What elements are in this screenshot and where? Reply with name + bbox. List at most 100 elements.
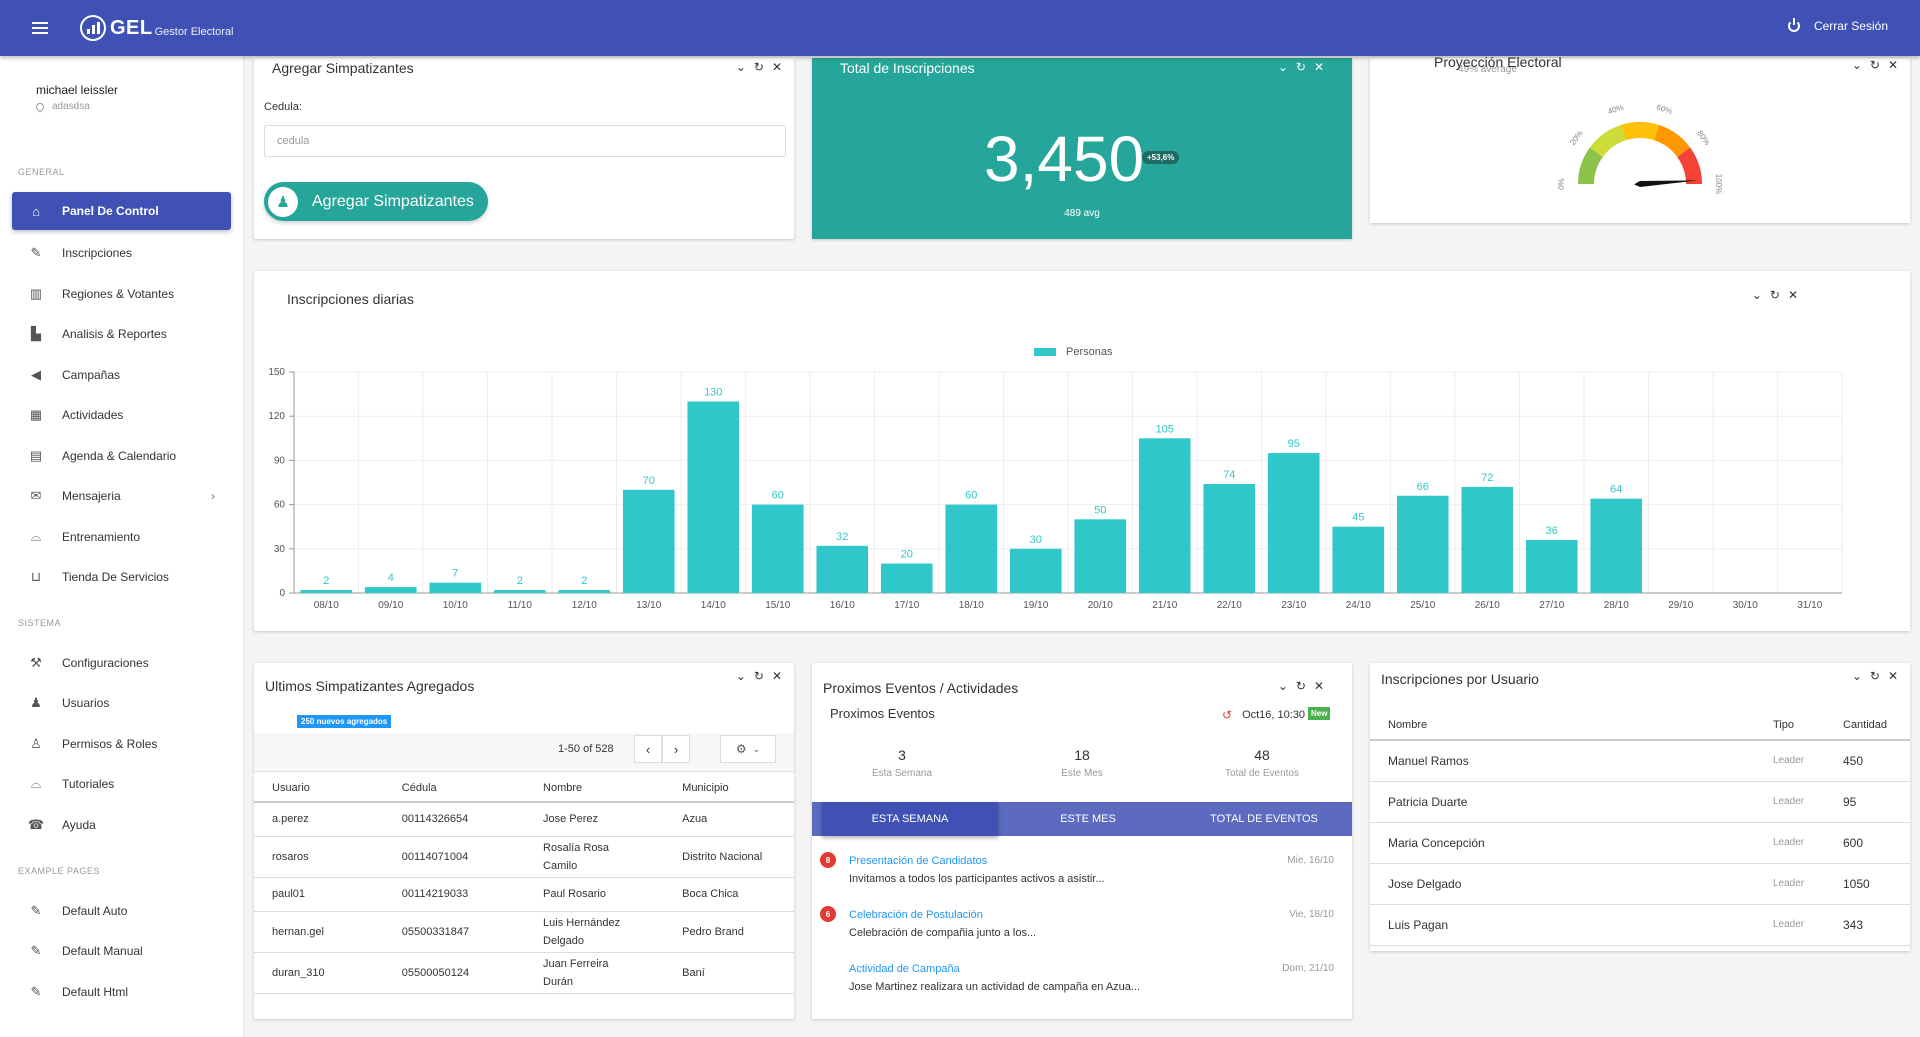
- x-tick-label: 13/10: [636, 600, 661, 611]
- cedula-input[interactable]: [264, 125, 786, 157]
- table-row[interactable]: Maria Concepción Leader 600: [1370, 822, 1910, 864]
- chevron-down-icon[interactable]: ⌄: [1751, 288, 1762, 302]
- bar-14-10[interactable]: [687, 401, 740, 593]
- bar-22-10[interactable]: [1203, 483, 1256, 593]
- sidebar-item-tienda[interactable]: ⊔ Tienda De Servicios: [12, 558, 231, 596]
- add-supporter-button[interactable]: ♟ Agregar Simpatizantes: [264, 182, 488, 221]
- close-icon[interactable]: ✕: [1887, 669, 1898, 683]
- bar-18-10[interactable]: [945, 504, 998, 593]
- bar-21-10[interactable]: [1138, 438, 1191, 593]
- sidebar-item-configuraciones[interactable]: ⚒ Configuraciones: [12, 644, 231, 682]
- event-title[interactable]: Celebración de Postulación: [849, 909, 983, 921]
- bar-19-10[interactable]: [1009, 548, 1062, 593]
- sidebar-item-default-html[interactable]: ✎ Default Html: [12, 973, 231, 1011]
- table-row[interactable]: Patricia Duarte Leader 95: [1370, 781, 1910, 823]
- sidebar-item-permisos[interactable]: ♙ Permisos & Roles: [12, 725, 231, 763]
- app-logo[interactable]: GEL Gestor Electoral: [80, 15, 234, 41]
- tab-este-mes[interactable]: ESTE MES: [1060, 813, 1116, 825]
- close-icon[interactable]: ✕: [771, 669, 782, 683]
- close-icon[interactable]: ✕: [1887, 58, 1898, 72]
- column-header[interactable]: Municipio: [664, 771, 794, 803]
- refresh-icon[interactable]: ↻: [753, 60, 764, 74]
- column-header[interactable]: Tipo: [1755, 703, 1825, 741]
- tab-esta-semana[interactable]: ESTA SEMANA: [822, 802, 998, 836]
- refresh-icon[interactable]: ↻: [1295, 679, 1306, 693]
- chevron-down-icon[interactable]: ⌄: [1851, 669, 1862, 683]
- bar-26-10[interactable]: [1461, 486, 1514, 593]
- close-icon[interactable]: ✕: [1313, 679, 1324, 693]
- bar-11-10[interactable]: [493, 590, 546, 593]
- column-header[interactable]: Usuario: [254, 771, 384, 803]
- table-row[interactable]: Luis Pagan Leader 343: [1370, 904, 1910, 946]
- event-title[interactable]: Actividad de Campaña: [849, 963, 960, 975]
- bar-17-10[interactable]: [880, 563, 933, 593]
- logout-button[interactable]: Cerrar Sesión: [1787, 18, 1888, 33]
- settings-dropdown-button[interactable]: ⚙ ⌄: [720, 735, 776, 763]
- sidebar-item-default-manual[interactable]: ✎ Default Manual: [12, 932, 231, 970]
- bar-10-10[interactable]: [429, 582, 482, 593]
- sidebar-item-campanas[interactable]: ◀ Campañas: [12, 356, 231, 394]
- bar-25-10[interactable]: [1396, 495, 1449, 593]
- event-item[interactable]: 6 Celebración de Postulación Celebración…: [812, 902, 1352, 946]
- bar-27-10[interactable]: [1525, 539, 1578, 593]
- column-header[interactable]: Nombre: [1370, 703, 1755, 741]
- refresh-icon[interactable]: ↻: [1769, 288, 1780, 302]
- column-header[interactable]: Cédula: [383, 771, 526, 803]
- table-row[interactable]: hernan.gel 05500331847 Luis Hernández Delg…: [254, 911, 794, 953]
- bar-28-10[interactable]: [1590, 498, 1643, 593]
- chevron-down-icon[interactable]: ⌄: [1277, 679, 1288, 693]
- table-row[interactable]: Manuel Ramos Leader 450: [1370, 740, 1910, 782]
- location-pin-icon: [34, 100, 46, 113]
- event-title[interactable]: Presentación de Candidatos: [849, 855, 988, 867]
- sidebar-item-tutoriales[interactable]: ⌓ Tutoriales: [12, 765, 231, 803]
- table-row[interactable]: a.perez 00114326654 Jose Perez Azua: [254, 802, 794, 837]
- table-row[interactable]: paul01 00114219033 Paul Rosario Boca Chica: [254, 877, 794, 912]
- column-header[interactable]: Cantidad: [1825, 703, 1910, 741]
- event-item[interactable]: 8 Presentación de Candidatos Invitamos a…: [812, 848, 1352, 892]
- table-row[interactable]: duran_310 05500050124 Juan Ferreira Durán B…: [254, 952, 794, 994]
- sidebar-item-usuarios[interactable]: ♟ Usuarios: [12, 684, 231, 722]
- chevron-down-icon[interactable]: ⌄: [1277, 60, 1288, 74]
- sidebar-item-ayuda[interactable]: ☎ Ayuda: [12, 806, 231, 844]
- column-header[interactable]: Nombre: [525, 771, 665, 803]
- menu-icon[interactable]: [32, 22, 48, 34]
- chevron-down-icon[interactable]: ⌄: [735, 669, 746, 683]
- tab-total-eventos[interactable]: TOTAL DE EVENTOS: [1210, 813, 1318, 825]
- bar-15-10[interactable]: [751, 504, 804, 593]
- close-icon[interactable]: ✕: [771, 60, 782, 74]
- sidebar-item-panel-de-control[interactable]: ⌂ Panel De Control: [12, 192, 231, 230]
- sidebar-item-actividades[interactable]: ▦ Actividades: [12, 396, 231, 434]
- bar-20-10[interactable]: [1074, 519, 1127, 593]
- prev-page-button[interactable]: ‹: [634, 735, 662, 763]
- user-inscriptions-table: Nombre Tipo Cantidad Manuel Ramos Leader 450…: [1370, 703, 1910, 946]
- refresh-icon[interactable]: ↻: [1295, 60, 1306, 74]
- sidebar-item-analisis[interactable]: ▙ Analisis & Reportes: [12, 315, 231, 353]
- table-row[interactable]: rosaros 00114071004 Rosalía Rosa Camilo Dis…: [254, 836, 794, 878]
- refresh-icon[interactable]: ↻: [753, 669, 764, 683]
- chevron-down-icon[interactable]: ⌄: [1851, 58, 1862, 72]
- chart-legend[interactable]: Personas: [1034, 346, 1112, 358]
- refresh-icon[interactable]: ↻: [1869, 58, 1880, 72]
- next-page-button[interactable]: ›: [662, 735, 690, 763]
- close-icon[interactable]: ✕: [1313, 60, 1324, 74]
- bar-13-10[interactable]: [622, 489, 675, 593]
- sidebar-item-default-auto[interactable]: ✎ Default Auto: [12, 892, 231, 930]
- sidebar-item-entrenamiento[interactable]: ⌓ Entrenamiento: [12, 518, 231, 556]
- bar-23-10[interactable]: [1267, 453, 1320, 593]
- sidebar-item-agenda[interactable]: ▤ Agenda & Calendario: [12, 437, 231, 475]
- bar-16-10[interactable]: [816, 545, 869, 593]
- chevron-down-icon[interactable]: ⌄: [735, 60, 746, 74]
- bar-12-10[interactable]: [558, 590, 611, 593]
- bar-08-10[interactable]: [300, 590, 353, 593]
- user-location: adasdsa: [34, 100, 90, 113]
- event-item[interactable]: Actividad de Campaña Jose Martinez reali…: [812, 956, 1352, 1000]
- bar-09-10[interactable]: [364, 587, 417, 593]
- table-row[interactable]: Jose Delgado Leader 1050: [1370, 863, 1910, 905]
- bar-24-10[interactable]: [1332, 526, 1385, 593]
- bar-value-label: 66: [1417, 481, 1429, 493]
- sidebar-item-inscripciones[interactable]: ✎ Inscripciones: [12, 234, 231, 272]
- sidebar-item-regiones[interactable]: ▥ Regiones & Votantes: [12, 275, 231, 313]
- close-icon[interactable]: ✕: [1787, 288, 1798, 302]
- refresh-icon[interactable]: ↻: [1869, 669, 1880, 683]
- sidebar-item-mensajeria[interactable]: ✉ Mensajeria ›: [12, 477, 231, 515]
